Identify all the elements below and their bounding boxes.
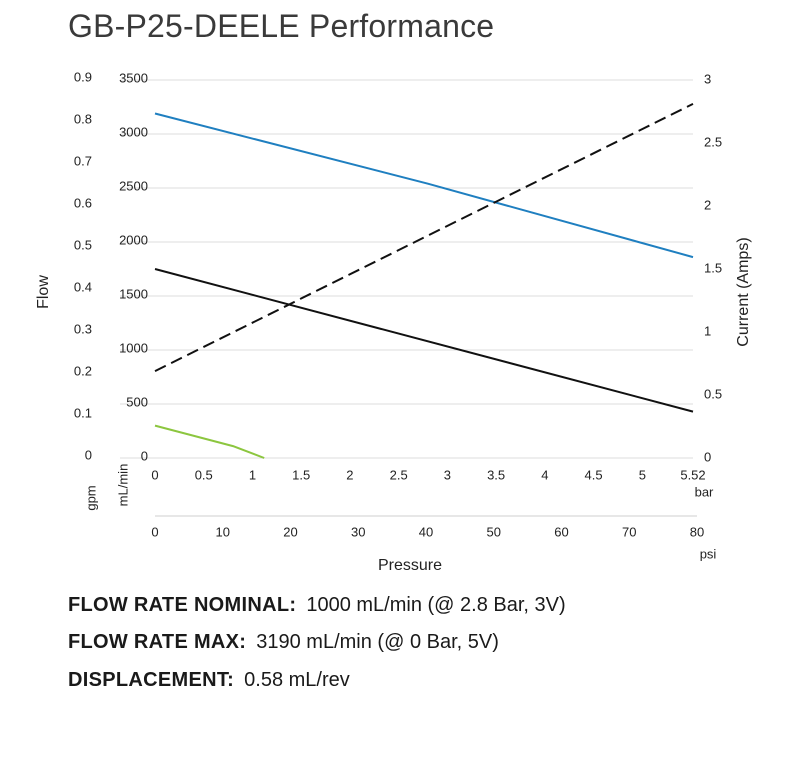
y-unit-mlmin: mL/min [115,464,130,507]
x-tick-psi: 50 [487,524,501,539]
y-tick-gpm: 0.7 [74,153,92,168]
y-tick-mlmin: 500 [126,394,148,409]
y-tick-gpm: 0 [85,447,92,462]
y-tick-mlmin: 3000 [119,124,148,139]
y-unit-gpm: gpm [83,485,98,510]
x-tick-psi: 10 [216,524,230,539]
performance-chart: 050010001500200025003000350000.10.20.30.… [35,69,752,574]
x-tick-bar: 5.52 [680,467,705,482]
x-tick-bar: 1 [249,467,256,482]
y-tick-amps: 1.5 [704,260,722,275]
spec-value: 1000 mL/min (@ 2.8 Bar, 3V) [306,594,566,616]
x-tick-bar: 1.5 [292,467,310,482]
series-line-4 [154,103,694,372]
x-unit-bar: bar [695,484,714,499]
x-tick-bar: 3.5 [487,467,505,482]
y-tick-gpm: 0.2 [74,363,92,378]
x-tick-bar: 4 [541,467,548,482]
chart-labels: bar psi mL/min gpm Pressure Flow Current (Amps… [35,237,752,574]
x-tick-bar: 5 [639,467,646,482]
spec-label: DISPLACEMENT: [68,669,235,691]
y-tick-amps: 1 [704,323,711,338]
y-tick-amps: 3 [704,71,711,86]
x-tick-psi: 80 [690,524,704,539]
spec-label: FLOW RATE NOMINAL: [68,594,297,616]
x-tick-psi: 0 [151,524,158,539]
y-tick-mlmin: 3500 [119,70,148,85]
x-tick-bar: 3 [444,467,451,482]
spec-value: 0.58 mL/rev [244,669,350,691]
y-tick-amps: 2.5 [704,134,722,149]
series-line-2 [154,268,694,413]
y-tick-mlmin: 2000 [119,232,148,247]
spec-value: 3190 mL/min (@ 0 Bar, 5V) [256,631,499,653]
chart-gridlines [120,79,697,517]
y-axis-title-current: Current (Amps) [735,237,752,346]
page-title: GB-P25-DEELE Performance [68,8,495,44]
y-tick-mlmin: 1500 [119,286,148,301]
x-tick-bar: 0.5 [195,467,213,482]
spec-label: FLOW RATE MAX: [68,631,247,653]
x-unit-psi: psi [700,546,717,561]
y-tick-amps: 0.5 [704,386,722,401]
y-tick-gpm: 0.8 [74,111,92,126]
x-tick-psi: 20 [283,524,297,539]
y-tick-amps: 0 [704,449,711,464]
y-tick-amps: 2 [704,197,711,212]
y-tick-gpm: 0.9 [74,69,92,84]
series-line-1 [154,112,694,259]
chart-ticks: 050010001500200025003000350000.10.20.30.… [74,69,722,539]
y-tick-mlmin: 1000 [119,340,148,355]
x-tick-bar: 0 [151,467,158,482]
x-tick-psi: 70 [622,524,636,539]
y-axis-title-flow: Flow [35,275,52,309]
x-tick-psi: 40 [419,524,433,539]
spec-displacement: DISPLACEMENT: 0.58 mL/rev [68,669,350,692]
spec-flow-rate-nominal: FLOW RATE NOMINAL: 1000 mL/min (@ 2.8 Bar… [68,594,566,617]
chart-series [154,103,694,459]
x-tick-psi: 60 [554,524,568,539]
y-tick-mlmin: 2500 [119,178,148,193]
y-tick-gpm: 0.1 [74,405,92,420]
x-tick-bar: 2 [346,467,353,482]
x-axis-title: Pressure [378,557,442,574]
series-line-3 [154,424,265,459]
spec-flow-rate-max: FLOW RATE MAX: 3190 mL/min (@ 0 Bar, 5V) [68,631,499,654]
y-tick-gpm: 0.5 [74,237,92,252]
x-tick-bar: 2.5 [390,467,408,482]
y-tick-gpm: 0.6 [74,195,92,210]
y-tick-mlmin: 0 [141,448,148,463]
x-tick-bar: 4.5 [585,467,603,482]
y-tick-gpm: 0.3 [74,321,92,336]
y-tick-gpm: 0.4 [74,279,92,294]
x-tick-psi: 30 [351,524,365,539]
